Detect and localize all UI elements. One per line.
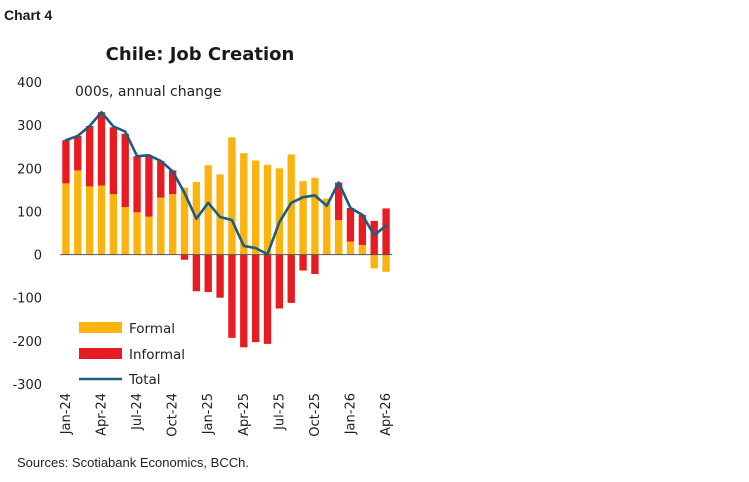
formal-bar xyxy=(180,187,189,255)
x-tick-label: Apr-25 xyxy=(237,393,252,436)
x-tick-label: Jan-25 xyxy=(201,393,216,435)
formal-bar xyxy=(334,220,343,255)
formal-bar xyxy=(168,194,177,255)
legend: Formal Informal Total xyxy=(79,321,185,388)
formal-bar xyxy=(74,170,82,255)
informal-bar xyxy=(157,160,165,198)
formal-bar xyxy=(216,174,224,255)
x-tick-label: Jan-24 xyxy=(59,393,74,435)
informal-bar xyxy=(180,254,189,260)
formal-bar xyxy=(358,245,367,255)
x-tick-label: Jul-24 xyxy=(130,393,145,431)
formal-bar xyxy=(251,160,260,255)
legend-swatch-formal xyxy=(79,322,122,333)
total-line-layer xyxy=(64,110,388,256)
informal-bar xyxy=(263,254,272,344)
y-tick-label: -200 xyxy=(12,335,42,350)
informal-bar xyxy=(228,254,236,338)
informal-bar xyxy=(133,156,141,213)
x-tick-label: Jan-26 xyxy=(344,393,359,435)
y-tick-label: 400 xyxy=(17,76,42,91)
formal-bar xyxy=(62,183,70,255)
informal-bar xyxy=(85,126,94,187)
y-tick-label: -300 xyxy=(12,378,42,393)
informal-bar xyxy=(334,182,343,221)
formal-bar xyxy=(370,254,378,269)
formal-bar xyxy=(228,137,236,255)
formal-bar xyxy=(299,181,307,255)
total-line xyxy=(64,110,388,256)
informal-bar xyxy=(311,254,319,274)
formal-bar xyxy=(133,212,141,255)
formal-bar xyxy=(204,165,212,255)
formal-bar xyxy=(157,197,165,255)
informal-bar xyxy=(97,112,106,186)
informal-bar xyxy=(145,156,153,217)
informal-bar xyxy=(204,254,212,293)
legend-label-total: Total xyxy=(128,372,161,388)
formal-bar xyxy=(382,254,390,272)
informal-bar xyxy=(121,133,129,208)
formal-bar xyxy=(145,216,153,255)
x-tick-label: Oct-24 xyxy=(166,393,181,437)
informal-bar xyxy=(168,170,177,195)
informal-bar xyxy=(192,254,201,292)
formal-bar xyxy=(323,198,331,255)
y-tick-label: 0 xyxy=(34,249,42,264)
x-tick-label: Apr-26 xyxy=(379,393,394,436)
informal-bar xyxy=(382,208,390,255)
formal-bar xyxy=(121,207,129,255)
informal-bar xyxy=(287,254,295,303)
y-tick-label: 100 xyxy=(17,205,42,220)
legend-swatch-informal xyxy=(79,348,122,359)
informal-bar xyxy=(275,254,284,309)
y-tick-label: 200 xyxy=(17,162,42,177)
formal-bar xyxy=(263,164,272,255)
chart-number: Chart 4 xyxy=(4,7,53,23)
formal-bar xyxy=(275,168,284,255)
informal-bar xyxy=(74,135,82,171)
informal-bar xyxy=(346,207,355,242)
x-tick-label: Jul-25 xyxy=(272,393,287,431)
axes-layer: 400 300 200 100 0 -100 -200 -300 Jan-24 Apr-24 Jul… xyxy=(12,76,394,437)
legend-label-formal: Formal xyxy=(129,321,175,337)
formal-bar xyxy=(85,186,94,255)
informal-bar xyxy=(251,254,260,343)
informal-bar xyxy=(358,214,367,246)
informal-bar xyxy=(216,254,224,298)
x-tick-label: Apr-24 xyxy=(95,393,110,436)
y-axis-unit-label: 000s, annual change xyxy=(75,84,222,100)
formal-bar xyxy=(109,194,118,255)
source-note: Sources: Scotiabank Economics, BCCh. xyxy=(17,455,249,470)
bars-layer xyxy=(62,112,390,348)
y-tick-label: -100 xyxy=(12,292,42,307)
informal-bar xyxy=(109,127,118,195)
formal-bar xyxy=(240,153,248,255)
formal-bar xyxy=(346,241,355,255)
informal-bar xyxy=(370,220,378,255)
informal-bar xyxy=(299,254,307,271)
legend-label-informal: Informal xyxy=(129,347,185,363)
informal-bar xyxy=(240,254,248,348)
formal-bar xyxy=(311,177,319,255)
x-tick-label: Oct-25 xyxy=(308,393,323,437)
formal-bar xyxy=(97,185,106,255)
y-tick-label: 300 xyxy=(17,119,42,134)
informal-bar xyxy=(62,140,70,184)
chart-title: Chile: Job Creation xyxy=(106,44,295,65)
